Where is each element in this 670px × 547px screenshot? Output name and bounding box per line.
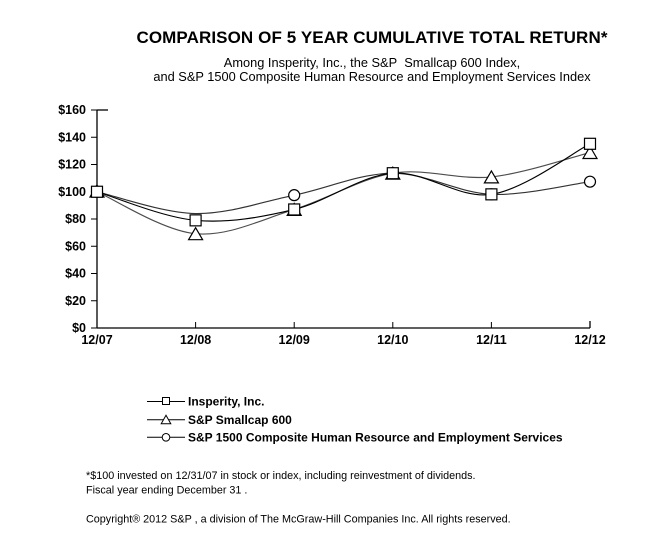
svg-text:$60: $60 [65,239,86,253]
svg-text:Fiscal year ending December 31: Fiscal year ending December 31 . [86,485,247,497]
svg-text:$160: $160 [58,103,86,117]
svg-text:12/12: 12/12 [574,333,605,347]
svg-text:12/10: 12/10 [377,333,408,347]
svg-text:$80: $80 [65,212,86,226]
svg-text:Insperity, Inc.: Insperity, Inc. [188,395,264,409]
svg-text:12/07: 12/07 [81,333,112,347]
svg-text:Copyright® 2012 S&P , a divisi: Copyright® 2012 S&P , a division of The … [86,514,511,526]
svg-text:12/11: 12/11 [476,333,507,347]
svg-text:$140: $140 [58,130,86,144]
svg-text:$40: $40 [65,267,86,281]
svg-text:*$100 invested on 12/31/07 in: *$100 invested on 12/31/07 in stock or i… [86,470,476,482]
svg-text:12/09: 12/09 [279,333,310,347]
svg-text:$100: $100 [58,185,86,199]
svg-text:$120: $120 [58,158,86,172]
svg-text:S&P 1500 Composite Human Resou: S&P 1500 Composite Human Resource and Em… [188,430,563,444]
svg-text:$20: $20 [65,294,86,308]
svg-text:12/08: 12/08 [180,333,211,347]
svg-text:S&P Smallcap 600: S&P Smallcap 600 [188,413,292,427]
